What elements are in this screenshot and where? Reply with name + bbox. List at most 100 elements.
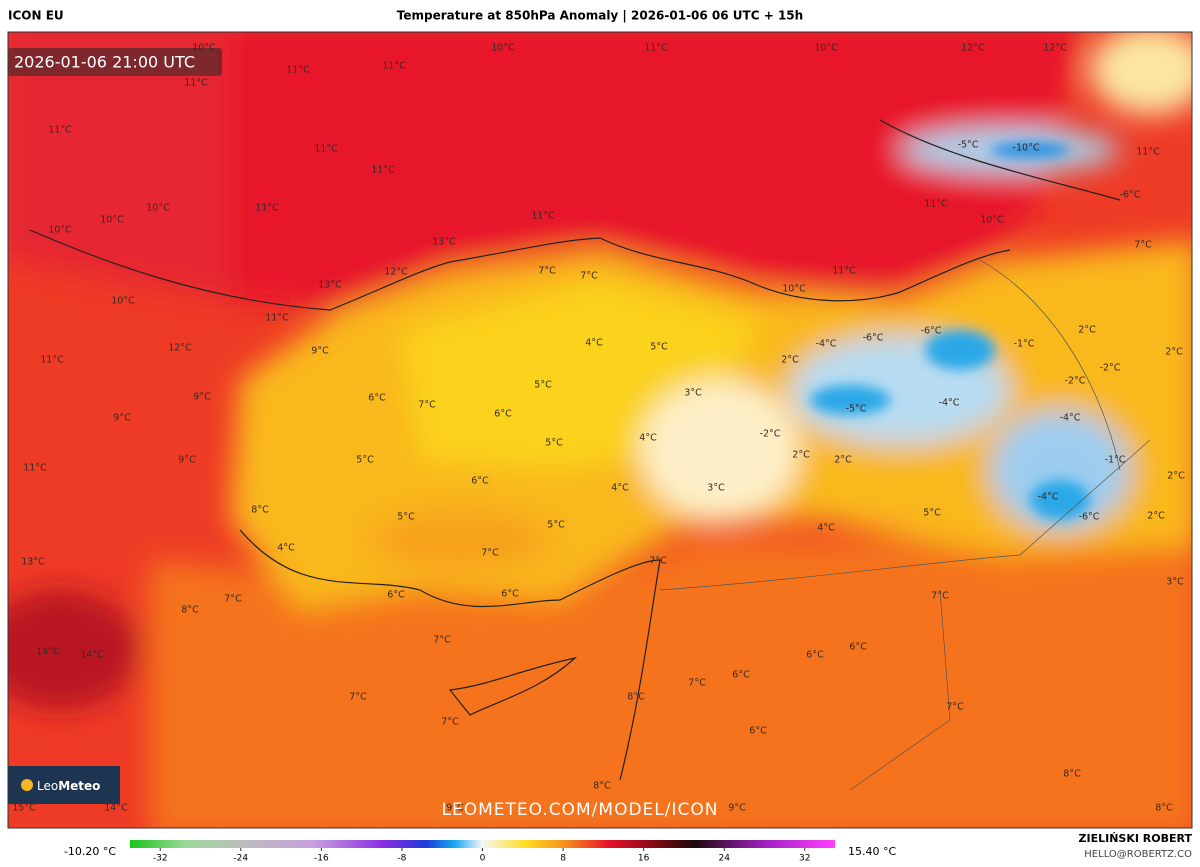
temperature-label: 6°C (494, 409, 512, 420)
temperature-label: 7°C (441, 717, 459, 728)
colorbar-tick-label: -32 (153, 854, 168, 864)
temperature-label: 8°C (627, 692, 645, 703)
map-title: Temperature at 850hPa Anomaly | 2026-01-… (397, 9, 803, 23)
temperature-label: 9°C (178, 455, 196, 466)
temperature-label: -4°C (816, 339, 837, 350)
temperature-label: -2°C (1100, 363, 1121, 374)
temperature-label: 3°C (684, 388, 702, 399)
temperature-label: 12°C (1043, 43, 1067, 54)
temperature-label: -6°C (921, 326, 942, 337)
temperature-label: 11°C (371, 165, 395, 176)
temperature-label: 11°C (286, 65, 310, 76)
author: ZIELIŃSKI ROBERT (1079, 832, 1193, 845)
temperature-label: 2°C (781, 355, 799, 366)
map: 10°C 10°C 11°C 10°C 12°C 12°C 11°C 11°C 11°C 11°C… (8, 32, 1192, 828)
colorbar-tick-label: -24 (233, 854, 248, 864)
temperature-label: 13°C (21, 557, 45, 568)
temperature-label: 2°C (1078, 325, 1096, 336)
temperature-label: 6°C (368, 393, 386, 404)
logo-part: Meteo (58, 779, 100, 793)
temperature-label: 9°C (446, 803, 464, 814)
map-frame (7, 31, 1193, 829)
temperature-label: 7°C (433, 635, 451, 646)
temperature-label: 12°C (168, 343, 192, 354)
temperature-label: 11°C (23, 463, 47, 474)
timestamp: 2026-01-06 21:00 UTC (14, 53, 195, 72)
temperature-label: 2°C (792, 450, 810, 461)
temperature-label: 5°C (356, 455, 374, 466)
temperature-label: -2°C (760, 429, 781, 440)
colorbar (130, 840, 835, 848)
timestamp-box (8, 48, 222, 76)
temperature-label: 13°C (318, 280, 342, 291)
temperature-label: 11°C (314, 144, 338, 155)
temperature-label: 9°C (193, 392, 211, 403)
temperature-label: 11°C (184, 78, 208, 89)
temperature-label: 2°C (1147, 511, 1165, 522)
temperature-label: 2°C (1165, 347, 1183, 358)
temperature-label: 6°C (471, 476, 489, 487)
temperature-label: 10°C (491, 43, 515, 54)
temperature-label: -4°C (1060, 413, 1081, 424)
temperature-label: 3°C (1166, 577, 1184, 588)
temperature-label: 10°C (146, 203, 170, 214)
temperature-label: 7°C (538, 266, 556, 277)
temperature-label: 11°C (924, 199, 948, 210)
temperature-label: 4°C (277, 543, 295, 554)
temperature-label: 14°C (36, 647, 60, 658)
temperature-label: -4°C (939, 398, 960, 409)
colorbar-tick-label: 24 (718, 854, 730, 864)
temperature-label: 7°C (946, 702, 964, 713)
temperature-label: 7°C (580, 271, 598, 282)
temperature-label: 6°C (749, 726, 767, 737)
colorbar-tick-label: 0 (480, 854, 486, 864)
temperature-label: 12°C (384, 267, 408, 278)
temperature-label: 4°C (817, 523, 835, 534)
temperature-label: 11°C (832, 266, 856, 277)
temperature-label: 11°C (644, 43, 668, 54)
temperature-label: 5°C (545, 438, 563, 449)
temperature-label: -5°C (846, 404, 867, 415)
temperature-label: 12°C (961, 43, 985, 54)
temperature-label: 3°C (707, 483, 725, 494)
temperature-label: 8°C (593, 781, 611, 792)
temperature-label: 5°C (397, 512, 415, 523)
logo-part: Leo (37, 779, 58, 793)
temperature-label: -6°C (863, 333, 884, 344)
temperature-label: 4°C (639, 433, 657, 444)
temperature-label: 10°C (111, 296, 135, 307)
temperature-label: 7°C (649, 556, 667, 567)
temperature-label: 4°C (585, 338, 603, 349)
temperature-label: 7°C (688, 678, 706, 689)
temperature-label: 10°C (814, 43, 838, 54)
temperature-label: 14°C (104, 803, 128, 814)
temperature-label: 11°C (382, 61, 406, 72)
temperature-label: 8°C (251, 505, 269, 516)
temperature-label: -10°C (1013, 143, 1040, 154)
temperature-label: 9°C (113, 413, 131, 424)
temperature-label: 11°C (265, 313, 289, 324)
temperature-label: -1°C (1105, 455, 1126, 466)
temperature-label: 6°C (501, 589, 519, 600)
temperature-label: 6°C (806, 650, 824, 661)
email: HELLO@ROBERTZ.CO (1084, 849, 1192, 860)
temperature-label: -6°C (1120, 190, 1141, 201)
temperature-label: 6°C (732, 670, 750, 681)
temperature-label: 2°C (834, 455, 852, 466)
temperature-label: 7°C (931, 591, 949, 602)
temperature-label: 7°C (224, 594, 242, 605)
temperature-label: 7°C (481, 548, 499, 559)
temperature-label: 11°C (1136, 147, 1160, 158)
colorbar-tick-label: -8 (397, 854, 406, 864)
temperature-label: 5°C (923, 508, 941, 519)
colorbar-tick-label: -16 (314, 854, 329, 864)
model-name: ICON EU (8, 9, 64, 23)
temperature-label: 11°C (48, 125, 72, 136)
temperature-label: 11°C (531, 211, 555, 222)
temperature-label: 8°C (1063, 769, 1081, 780)
colorbar-tick-label: 32 (799, 854, 810, 864)
temperature-label: 8°C (1155, 803, 1173, 814)
temperature-label: -2°C (1065, 376, 1086, 387)
temperature-label: 5°C (547, 520, 565, 531)
